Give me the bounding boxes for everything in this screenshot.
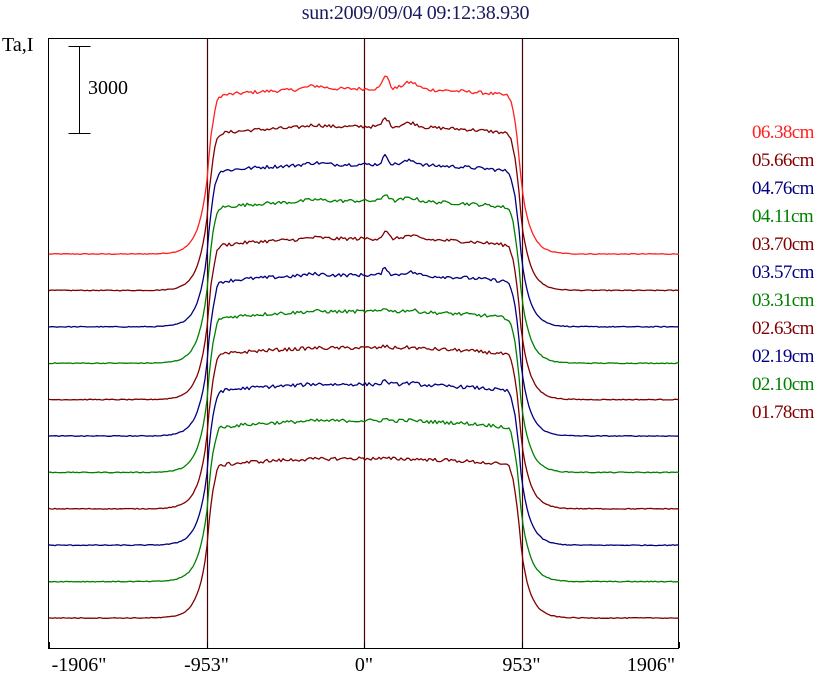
legend-item: 04.11cm xyxy=(752,206,814,227)
legend-item: 05.66cm xyxy=(752,150,814,171)
x-tick-label: 0" xyxy=(354,654,374,676)
x-tick-label: -953" xyxy=(184,654,229,676)
legend-item: 04.76cm xyxy=(752,178,814,199)
chart-title: sun:2009/09/04 09:12:38.930 xyxy=(301,2,530,24)
legend-item: 02.19cm xyxy=(752,346,814,367)
series-line-03.57cm xyxy=(48,266,680,438)
series-line-02.10cm xyxy=(48,417,680,583)
legend-item: 01.78cm xyxy=(752,402,814,423)
plot-frame xyxy=(48,38,679,649)
series-line-03.31cm xyxy=(48,308,680,474)
legend-item: 02.10cm xyxy=(752,374,814,395)
y-axis-label: Ta,I xyxy=(2,34,34,56)
x-tick-label: -1906" xyxy=(51,654,107,676)
legend-item: 03.70cm xyxy=(752,234,814,255)
series-line-02.19cm xyxy=(48,379,680,547)
legend-item: 03.57cm xyxy=(752,262,814,283)
series-line-05.66cm xyxy=(48,117,680,292)
scale-bar-label: 3000 xyxy=(88,77,128,99)
series-line-04.76cm xyxy=(48,153,679,328)
legend-item: 03.31cm xyxy=(752,290,814,311)
series-line-01.78cm xyxy=(48,456,680,620)
legend-item: 02.63cm xyxy=(752,318,814,339)
x-tick-label: 953" xyxy=(502,654,541,676)
x-ticks xyxy=(49,642,680,648)
series-line-02.63cm xyxy=(48,344,680,510)
series-line-04.11cm xyxy=(48,194,680,365)
scale-bar xyxy=(68,46,91,134)
legend-item: 06.38cm xyxy=(752,122,814,143)
series-line-03.70cm xyxy=(48,230,680,401)
series-group xyxy=(48,75,680,620)
x-tick-label: 1906" xyxy=(626,654,676,676)
series-line-06.38cm xyxy=(48,75,680,256)
